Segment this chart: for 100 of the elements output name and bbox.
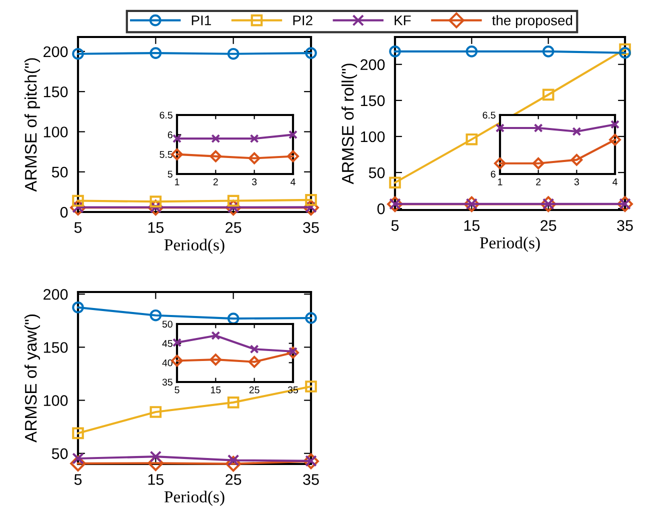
point [248, 152, 260, 164]
x-tick-label: 25 [226, 474, 242, 485]
point [389, 46, 401, 58]
y-tick-label: 50 [52, 166, 68, 178]
point [72, 48, 84, 60]
point [619, 46, 631, 59]
y-tick-label: 150 [360, 95, 385, 106]
y-axis-title: ARMSE of pitch(") [24, 58, 40, 192]
point [150, 309, 162, 322]
point [542, 88, 554, 101]
x-tick-label: 1 [175, 178, 180, 186]
point [171, 148, 183, 160]
y-tick-label: 35 [162, 378, 172, 386]
legend-label: PI2 [293, 15, 312, 26]
point [495, 123, 505, 132]
point [619, 43, 631, 56]
y-tick-label: 100 [44, 126, 68, 138]
y-tick-label: 50 [162, 320, 172, 328]
y-tick-label: 6 [168, 131, 172, 138]
y-tick-label: 50 [368, 167, 385, 178]
point [72, 194, 84, 207]
point [305, 47, 317, 59]
x-tick-label: 2 [536, 178, 541, 186]
x-axis-title: Period(s) [480, 236, 540, 252]
y-tick-label: 6.5 [482, 112, 496, 119]
point [542, 46, 554, 58]
legend-label: PI1 [192, 16, 211, 26]
y-tick-label: 6.5 [160, 112, 172, 119]
point [227, 48, 240, 60]
y-tick-label: 100 [360, 131, 385, 142]
point [225, 456, 242, 472]
point [389, 176, 401, 189]
point [288, 130, 298, 140]
point [494, 157, 506, 170]
x-tick-label: 25 [540, 220, 556, 231]
point [172, 338, 182, 348]
x-axis-title: Period(s) [164, 490, 224, 506]
point [227, 396, 240, 408]
point [305, 312, 317, 324]
point [72, 427, 84, 440]
legend-label: the proposed [492, 15, 572, 28]
point [150, 47, 162, 59]
point [248, 356, 260, 368]
y-tick-label: 0 [60, 206, 68, 218]
x-tick-label: 15 [211, 386, 221, 394]
y-axis-title: ARMSE of yaw(") [24, 314, 40, 443]
x-tick-label: 15 [148, 222, 164, 233]
point [572, 127, 582, 136]
point [287, 150, 299, 162]
x-axis-title: Period(s) [164, 238, 224, 254]
y-tick-label: 50 [52, 448, 68, 460]
point [288, 346, 298, 356]
point [150, 406, 162, 418]
x-tick-label: 25 [249, 386, 260, 394]
y-tick-label: 0 [377, 203, 385, 214]
point [466, 133, 478, 146]
y-tick-label: 45 [162, 340, 172, 347]
y-tick-label: 200 [44, 288, 68, 300]
point [305, 194, 317, 206]
point [609, 134, 621, 146]
point [250, 134, 259, 144]
x-tick-label: 3 [252, 178, 257, 186]
x-tick-label: 15 [464, 220, 480, 231]
y-tick-label: 200 [44, 46, 68, 58]
x-tick-label: 4 [612, 178, 618, 186]
y-tick-label: 5.5 [160, 151, 172, 158]
x-tick-label: 35 [303, 222, 319, 233]
y-tick-label: 6 [490, 170, 496, 178]
x-tick-label: 35 [617, 220, 633, 231]
legend-label: KF [394, 16, 411, 26]
point [305, 380, 317, 392]
x-tick-label: 5 [74, 222, 82, 233]
point [172, 134, 182, 144]
point [532, 157, 544, 170]
point [70, 456, 86, 472]
point [287, 346, 299, 359]
point [72, 301, 84, 314]
x-tick-label: 4 [290, 178, 296, 186]
point [210, 150, 222, 162]
x-tick-label: 3 [574, 178, 579, 186]
x-tick-label: 2 [213, 178, 218, 186]
point [610, 120, 620, 129]
y-tick-label: 100 [44, 395, 68, 406]
point [211, 134, 220, 144]
y-tick-label: 150 [44, 342, 68, 353]
x-tick-label: 5 [174, 386, 180, 394]
y-tick-label: 5 [168, 170, 172, 178]
x-tick-label: 5 [391, 220, 399, 231]
point [466, 46, 478, 58]
point [211, 331, 220, 340]
y-tick-label: 200 [360, 59, 385, 70]
point [227, 194, 240, 207]
point [210, 354, 222, 366]
x-tick-label: 35 [303, 474, 319, 485]
point [570, 154, 583, 166]
x-tick-label: 1 [498, 178, 502, 186]
point [227, 312, 240, 324]
x-tick-label: 5 [74, 474, 82, 485]
point [250, 344, 259, 354]
y-axis-title: ARMSE of roll(") [341, 64, 358, 184]
